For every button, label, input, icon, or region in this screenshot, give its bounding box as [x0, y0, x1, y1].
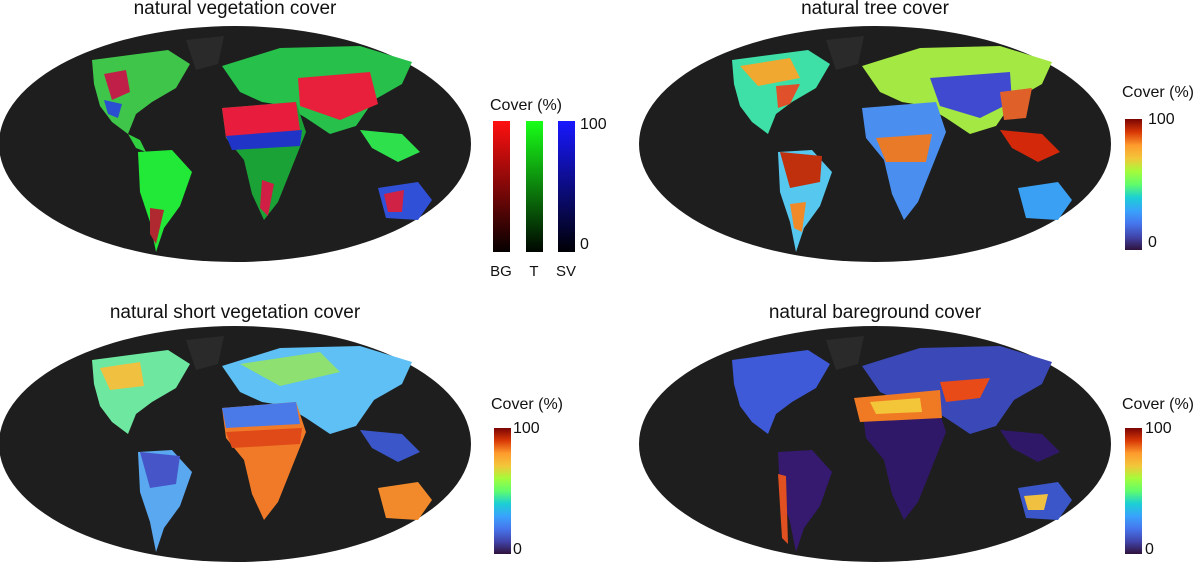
legend-channel-t: T — [529, 263, 539, 280]
panel-title-vegetation: natural vegetation cover — [133, 0, 337, 19]
legend-bareground-min: 0 — [1145, 541, 1154, 558]
legend-channel-bg: BG — [490, 263, 512, 280]
legend-short-min: 0 — [513, 541, 522, 558]
legend-bareground-max: 100 — [1145, 420, 1172, 437]
map-short-vegetation — [0, 326, 471, 562]
panel-title-bareground: natural bareground cover — [768, 302, 982, 323]
legend-tree-max: 100 — [1148, 111, 1175, 128]
legend-tree-label: Cover (%) — [1122, 84, 1195, 101]
legend-tree-min: 0 — [1148, 234, 1157, 251]
legend-bareground-label: Cover (%) — [1122, 396, 1195, 413]
legend-short-max: 100 — [513, 420, 540, 437]
legend-rgb-max: 100 — [580, 116, 607, 133]
map-vegetation — [0, 26, 471, 262]
legend-rgb-label: Cover (%) — [490, 97, 563, 114]
legend-rgb-min: 0 — [580, 236, 589, 253]
legend-short-label: Cover (%) — [491, 396, 564, 413]
map-tree — [639, 26, 1111, 262]
panel-title-short: natural short vegetation cover — [109, 302, 361, 323]
legend-channel-sv: SV — [555, 263, 576, 280]
legend-short-colorbar — [494, 428, 511, 554]
legend-bareground-colorbar — [1125, 428, 1142, 554]
legend-bar-bg — [493, 121, 510, 252]
legend-bar-t — [526, 121, 543, 252]
legend-tree-colorbar — [1125, 119, 1142, 250]
map-bareground — [639, 326, 1111, 562]
legend-bar-sv — [558, 121, 575, 252]
panel-title-tree: natural tree cover — [801, 0, 949, 19]
